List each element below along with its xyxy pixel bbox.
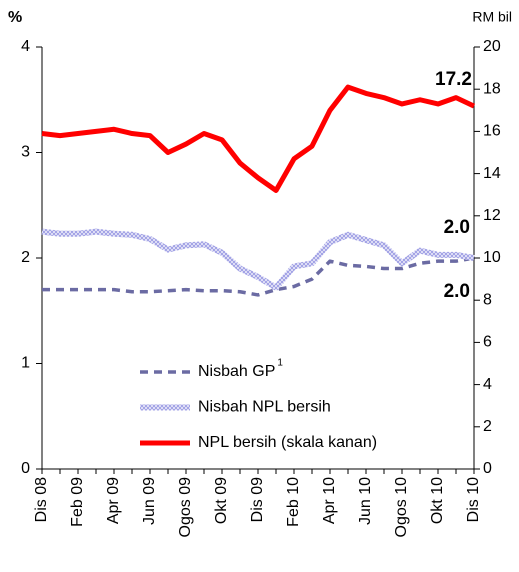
y2-tick-label: 10 [483, 249, 501, 266]
series-line [41, 84, 476, 193]
x-tick-label: Feb 10 [285, 477, 302, 527]
x-tick-label: Ogos 09 [177, 477, 194, 538]
legend-label: Nisbah GP [198, 363, 275, 380]
series-line [41, 228, 475, 291]
y-tick-label: 0 [21, 460, 30, 477]
y-axis-label: % [8, 9, 22, 26]
x-tick-label: Jun 09 [141, 477, 158, 525]
y-tick-label: 3 [21, 144, 30, 161]
y2-tick-label: 4 [483, 376, 492, 393]
x-tick-label: Dis 09 [249, 477, 266, 522]
y-tick-label: 1 [21, 355, 30, 372]
x-tick-label: Okt 10 [429, 477, 446, 524]
legend-label: NPL bersih (skala kanan) [198, 434, 377, 451]
y2-tick-label: 18 [483, 80, 501, 97]
y2-tick-label: 8 [483, 291, 492, 308]
x-tick-label: Okt 09 [213, 477, 230, 524]
legend-label: Nisbah NPL bersih [198, 399, 331, 416]
y2-tick-label: 16 [483, 123, 501, 140]
x-tick-label: Ogos 10 [393, 477, 410, 538]
x-tick-label: Feb 09 [69, 477, 86, 527]
x-tick-label: Apr 09 [105, 477, 122, 524]
y-tick-label: 4 [21, 38, 30, 55]
x-tick-label: Dis 08 [33, 477, 50, 522]
y2-tick-label: 2 [483, 418, 492, 435]
annotation: 2.0 [444, 217, 470, 238]
annotation: 2.0 [444, 281, 470, 302]
y2-tick-label: 20 [483, 38, 501, 55]
x-tick-label: Apr 10 [321, 477, 338, 524]
x-tick-label: Jun 10 [357, 477, 374, 525]
y2-tick-label: 12 [483, 207, 501, 224]
x-tick-label: Dis 10 [465, 477, 482, 522]
legend-superscript: 1 [277, 358, 283, 369]
series-line [42, 256, 475, 297]
annotation: 17.2 [435, 69, 472, 90]
y2-tick-label: 6 [483, 334, 492, 351]
y-tick-label: 2 [21, 249, 30, 266]
y2-axis-label: RM bil [472, 9, 512, 25]
y2-tick-label: 14 [483, 165, 501, 182]
y2-tick-label: 0 [483, 460, 492, 477]
